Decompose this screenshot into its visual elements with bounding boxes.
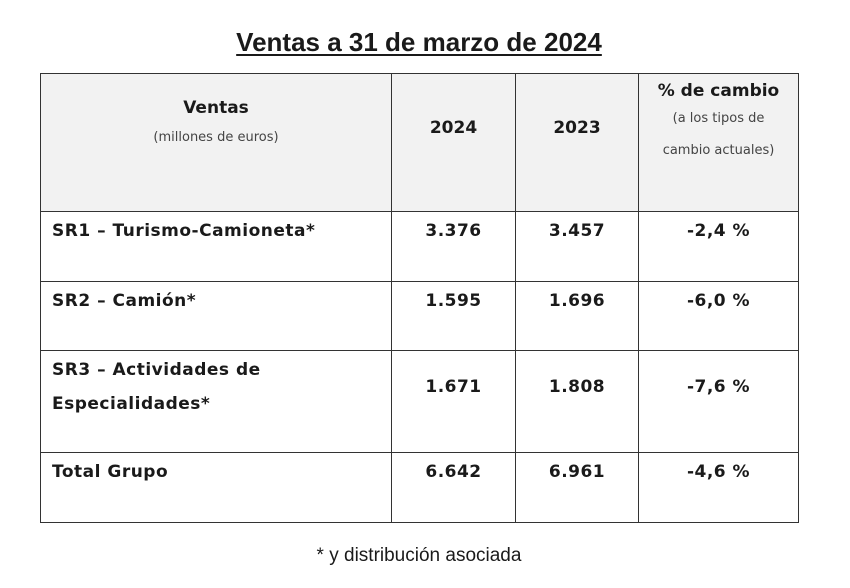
change-value: -6,0 % xyxy=(686,291,751,311)
row-label-cell: SR1 – Turismo-Camioneta* xyxy=(40,211,392,282)
page-title: Ventas a 31 de marzo de 2024 xyxy=(236,27,602,57)
header-change-title: % de cambio xyxy=(657,81,780,101)
value-2023-cell: 1.696 xyxy=(515,281,639,351)
footnote: * y distribución asociada xyxy=(316,545,522,566)
row-label-cell: SR2 – Camión* xyxy=(40,281,392,351)
header-cell-2023: 2023 xyxy=(515,73,639,212)
table-row: SR2 – Camión* 1.595 1.696 -6,0 % xyxy=(40,281,799,351)
value-2023: 6.961 xyxy=(548,462,606,482)
sales-table: Ventas (millones de euros) 2024 2023 % d… xyxy=(40,73,799,523)
header-sales-unit: (millones de euros) xyxy=(153,130,279,145)
value-2023: 3.457 xyxy=(548,221,606,241)
header-year-2023: 2023 xyxy=(553,118,601,138)
value-2024-cell: 3.376 xyxy=(391,211,516,282)
row-label-cell: Total Grupo xyxy=(40,452,392,523)
value-2023-cell: 3.457 xyxy=(515,211,639,282)
table-row: SR3 – Actividades de Especialidades* 1.6… xyxy=(40,350,799,453)
value-2023-cell: 1.808 xyxy=(515,350,639,453)
value-2024: 1.671 xyxy=(425,377,482,397)
table-row: SR1 – Turismo-Camioneta* 3.376 3.457 -2,… xyxy=(40,211,799,282)
value-2023-cell: 6.961 xyxy=(515,452,639,523)
header-cell-sales: Ventas (millones de euros) xyxy=(40,73,392,212)
change-cell: -7,6 % xyxy=(638,350,799,453)
table-header-row: Ventas (millones de euros) 2024 2023 % d… xyxy=(40,73,799,212)
row-label: SR2 – Camión* xyxy=(52,291,197,311)
change-cell: -6,0 % xyxy=(638,281,799,351)
value-2023: 1.696 xyxy=(548,291,606,311)
row-label: SR1 – Turismo-Camioneta* xyxy=(52,221,316,241)
header-cell-change: % de cambio (a los tipos de cambio actua… xyxy=(638,73,799,212)
value-2024: 3.376 xyxy=(425,221,482,241)
change-value: -4,6 % xyxy=(686,462,751,482)
row-label: SR3 – Actividades de Especialidades* xyxy=(52,360,261,414)
value-2024: 6.642 xyxy=(425,462,482,482)
value-2024-cell: 1.671 xyxy=(391,350,516,453)
table-row-total: Total Grupo 6.642 6.961 -4,6 % xyxy=(40,452,799,523)
change-cell: -4,6 % xyxy=(638,452,799,523)
value-2024: 1.595 xyxy=(425,291,482,311)
value-2024-cell: 1.595 xyxy=(391,281,516,351)
row-label-cell: SR3 – Actividades de Especialidades* xyxy=(40,350,392,453)
header-year-2024: 2024 xyxy=(429,118,478,138)
row-label: Total Grupo xyxy=(52,462,169,482)
change-value: -7,6 % xyxy=(686,377,751,397)
value-2024-cell: 6.642 xyxy=(391,452,516,523)
header-sales-title: Ventas xyxy=(183,98,249,118)
change-value: -2,4 % xyxy=(686,221,751,241)
header-cell-2024: 2024 xyxy=(391,73,516,212)
value-2023: 1.808 xyxy=(548,377,606,397)
change-cell: -2,4 % xyxy=(638,211,799,282)
header-change-note: (a los tipos de cambio actuales) xyxy=(662,111,775,158)
